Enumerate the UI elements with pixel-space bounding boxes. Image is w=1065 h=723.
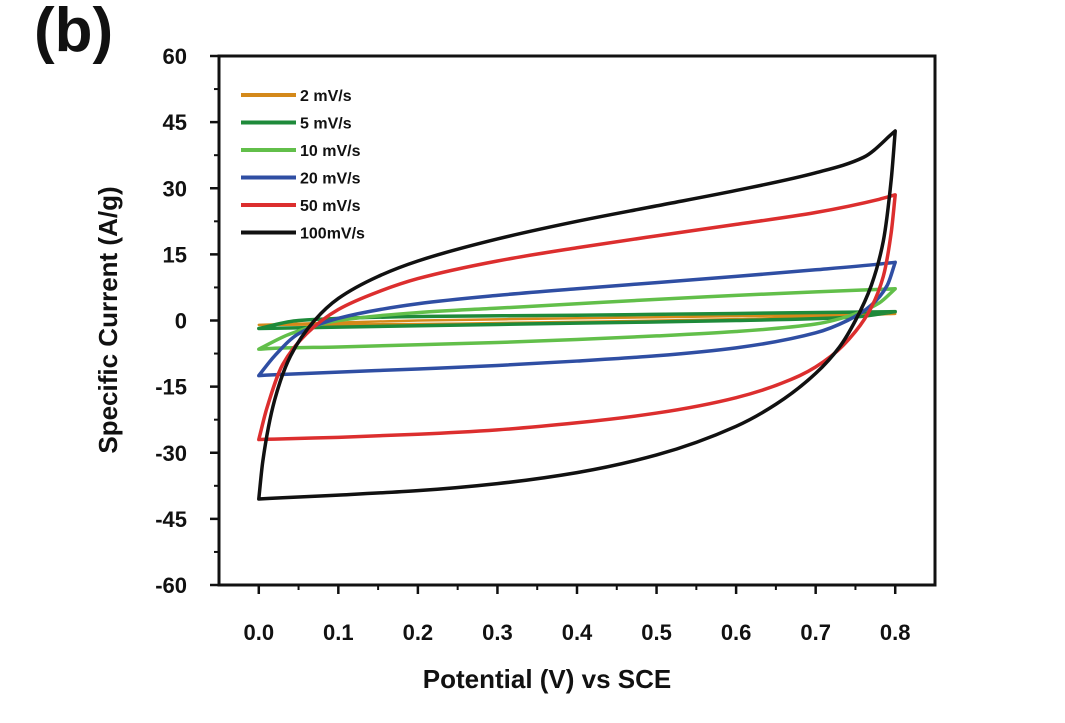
curves-layer [257,129,897,501]
y-tick-label: 45 [163,110,187,135]
series-2-loop [257,309,897,331]
y-tick-label: -15 [155,375,187,400]
x-tick-label: 0.1 [323,620,354,645]
x-tick-label: 0.7 [800,620,831,645]
x-tick-label: 0.6 [721,620,752,645]
x-tick-label: 0.8 [880,620,911,645]
y-tick-label: 15 [163,242,187,267]
legend-label: 50 mV/s [300,198,361,215]
y-tick-label: -45 [155,507,187,532]
x-tick-label: 0.2 [403,620,434,645]
series-5-loop [257,193,897,442]
ticks-layer: 0.0 0.1 0.2 0.3 0.4 0.5 0.6 0.7 0.8 60 45 30 15 0 -15 -… [155,44,910,645]
series-4-loop [257,260,897,378]
x-axis-title: Potential (V) vs SCE [423,664,672,694]
x-tick-label: 0.4 [562,620,593,645]
y-tick-label: 60 [163,44,187,69]
legend-label: 2 mV/s [300,88,352,105]
legend: 2 mV/s 5 mV/s 10 mV/s 20 mV/s 50 mV/s 100mV/s [241,88,365,243]
y-tick-label: -60 [155,573,187,598]
x-tick-label: 0.3 [482,620,513,645]
series-6-loop [257,129,897,501]
legend-label: 10 mV/s [300,143,361,160]
legend-label: 20 mV/s [300,171,361,188]
y-tick-label: -30 [155,441,187,466]
y-tick-label: 30 [163,176,187,201]
x-tick-label: 0.0 [243,620,274,645]
y-axis-title: Specific Current (A/g) [93,186,123,453]
legend-label: 5 mV/s [300,116,352,133]
legend-label: 100mV/s [300,226,365,243]
panel-label: (b) [34,0,114,65]
series-3-loop [257,287,897,351]
y-tick-label: 0 [175,309,187,334]
x-tick-label: 0.5 [641,620,672,645]
